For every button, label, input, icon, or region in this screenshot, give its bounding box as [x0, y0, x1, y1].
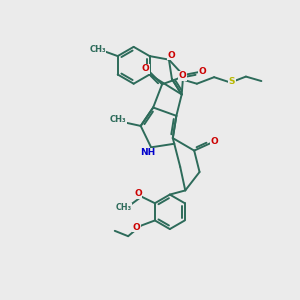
Text: O: O [211, 137, 219, 146]
Text: O: O [167, 51, 175, 60]
Text: O: O [179, 71, 187, 80]
Text: O: O [199, 67, 207, 76]
Text: O: O [133, 223, 140, 232]
Text: NH: NH [140, 148, 155, 157]
Text: O: O [134, 189, 142, 198]
Text: O: O [142, 64, 149, 74]
Text: S: S [229, 76, 235, 85]
Text: CH₃: CH₃ [89, 45, 106, 54]
Text: CH₃: CH₃ [110, 115, 126, 124]
Text: CH₃: CH₃ [116, 203, 132, 212]
